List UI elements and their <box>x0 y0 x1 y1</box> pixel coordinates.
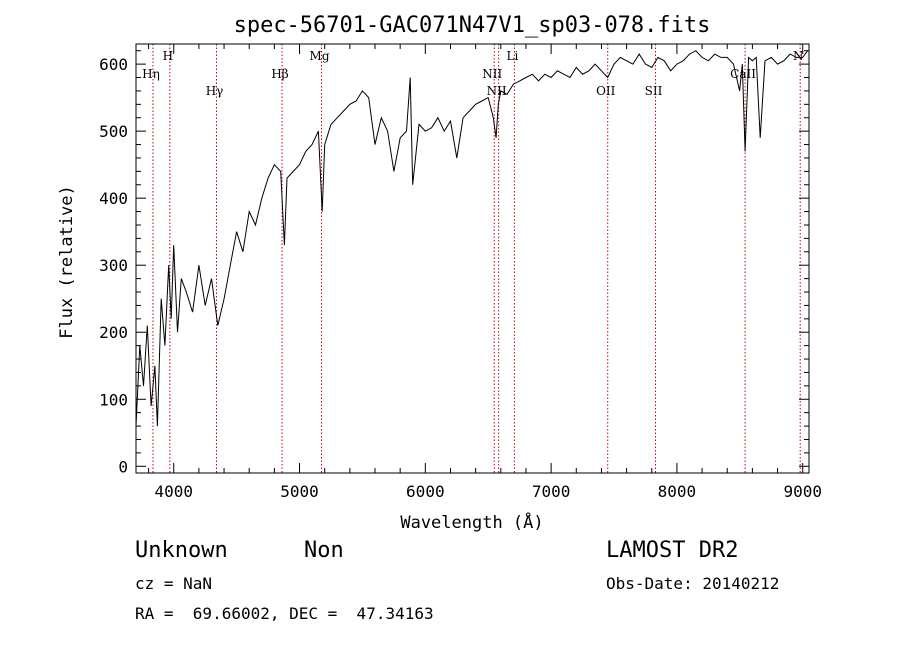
line-marker-label-3: Hβ <box>271 67 288 81</box>
line-marker-label-0: Hη <box>142 67 160 81</box>
y-tick-label-100: 100 <box>99 390 128 409</box>
coordinates: RA = 69.66002, DEC = 47.34163 <box>135 604 434 623</box>
y-tick-label-0: 0 <box>118 457 128 476</box>
object-class: Unknown <box>135 538 228 563</box>
line-marker-label-5: NII <box>482 67 502 81</box>
x-tick-label-7000: 7000 <box>532 482 571 501</box>
survey-name: LAMOST DR2 <box>606 538 739 563</box>
x-tick-label-4000: 4000 <box>154 482 193 501</box>
y-tick-label-300: 300 <box>99 256 128 275</box>
x-tick-label-5000: 5000 <box>280 482 319 501</box>
x-tick-label-6000: 6000 <box>406 482 445 501</box>
line-marker-label-10: CaII <box>730 67 756 81</box>
line-marker-label-2: Hγ <box>206 84 224 98</box>
plot-frame <box>135 43 810 474</box>
chart-title: spec-56701-GAC071N47V1_sp03-078.fits <box>234 13 711 38</box>
line-marker-label-11: N <box>793 49 804 63</box>
x-tick-label-8000: 8000 <box>658 482 697 501</box>
line-marker-label-8: OII <box>596 84 616 98</box>
y-tick-label-600: 600 <box>99 55 128 74</box>
x-axis-label: Wavelength (Å) <box>400 511 543 533</box>
object-subclass: Non <box>304 538 344 563</box>
line-marker-label-6: Li <box>506 49 518 63</box>
y-tick-label-400: 400 <box>99 189 128 208</box>
y-tick-label-200: 200 <box>99 323 128 342</box>
line-marker-label-9: SII <box>645 84 663 98</box>
y-tick-label-500: 500 <box>99 122 128 141</box>
line-marker-label-4: Mg <box>310 49 330 63</box>
observation-date: Obs-Date: 20140212 <box>606 574 780 593</box>
line-marker-label-1: H <box>163 49 173 63</box>
x-tick-label-9000: 9000 <box>783 482 822 501</box>
spectrum-line <box>135 50 809 427</box>
line-marker-label-7: NII <box>487 84 507 98</box>
y-axis-label: Flux (relative) <box>57 185 77 339</box>
redshift-cz: cz = NaN <box>135 574 213 593</box>
